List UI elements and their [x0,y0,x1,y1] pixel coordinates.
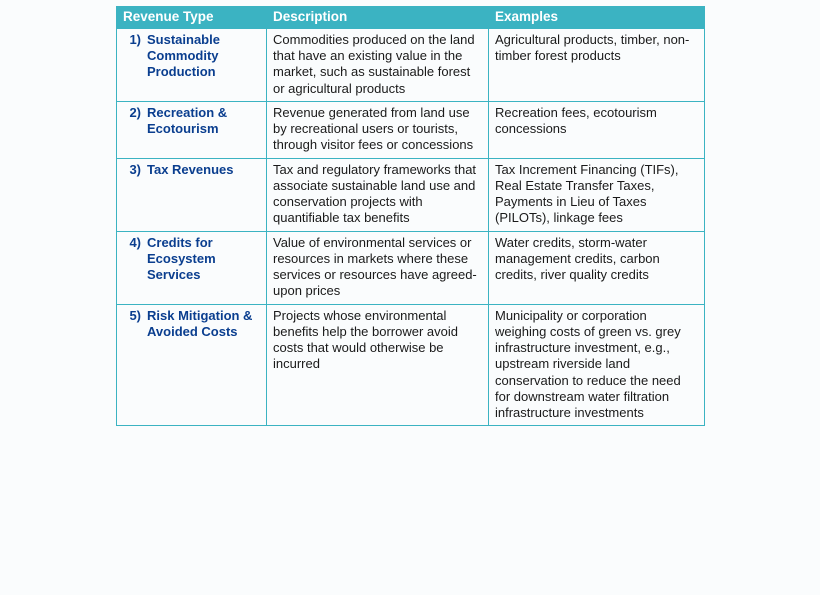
table-header-row: Revenue Type Description Examples [117,7,705,29]
col-header-examples: Examples [489,7,705,29]
table-container: Revenue Type Description Examples 1) Sus… [116,6,704,426]
cell-description: Commodities produced on the land that ha… [267,28,489,101]
revenue-types-table: Revenue Type Description Examples 1) Sus… [116,6,705,426]
cell-revenue-type: 1) Sustainable Commodity Production [117,28,267,101]
table-row: 4) Credits for Ecosystem Services Value … [117,231,705,304]
revenue-type-label: Credits for Ecosystem Services [147,235,260,284]
row-number: 1) [123,32,141,81]
table-body: 1) Sustainable Commodity Production Comm… [117,28,705,426]
row-number: 2) [123,105,141,138]
table-row: 1) Sustainable Commodity Production Comm… [117,28,705,101]
cell-examples: Recreation fees, ecotourism concessions [489,101,705,158]
revenue-type-label: Tax Revenues [147,162,260,178]
cell-examples: Agricultural products, timber, non-timbe… [489,28,705,101]
cell-description: Revenue generated from land use by recre… [267,101,489,158]
cell-revenue-type: 3) Tax Revenues [117,158,267,231]
cell-revenue-type: 2) Recreation & Ecotourism [117,101,267,158]
cell-description: Projects whose environmental benefits he… [267,304,489,426]
cell-description: Value of environmental services or resou… [267,231,489,304]
cell-examples: Municipality or corporation weighing cos… [489,304,705,426]
cell-examples: Tax Increment Financing (TIFs), Real Est… [489,158,705,231]
cell-description: Tax and regulatory frameworks that assoc… [267,158,489,231]
revenue-type-label: Risk Mitigation & Avoided Costs [147,308,260,341]
table-row: 2) Recreation & Ecotourism Revenue gener… [117,101,705,158]
col-header-description: Description [267,7,489,29]
cell-revenue-type: 5) Risk Mitigation & Avoided Costs [117,304,267,426]
cell-revenue-type: 4) Credits for Ecosystem Services [117,231,267,304]
cell-examples: Water credits, storm-water management cr… [489,231,705,304]
row-number: 5) [123,308,141,341]
row-number: 3) [123,162,141,178]
revenue-type-label: Recreation & Ecotourism [147,105,260,138]
table-row: 5) Risk Mitigation & Avoided Costs Proje… [117,304,705,426]
revenue-type-label: Sustainable Commodity Production [147,32,260,81]
row-number: 4) [123,235,141,284]
col-header-revenue-type: Revenue Type [117,7,267,29]
table-row: 3) Tax Revenues Tax and regulatory frame… [117,158,705,231]
